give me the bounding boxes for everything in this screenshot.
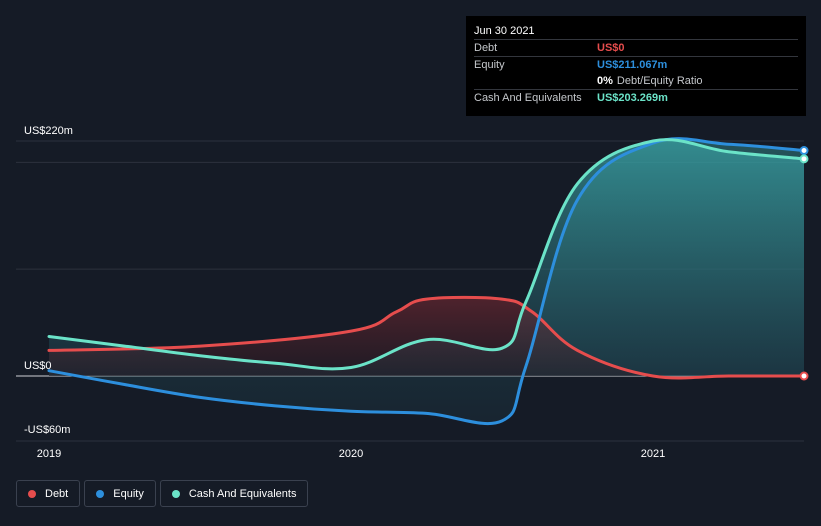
end-point-cash-and-equivalents	[799, 154, 809, 164]
area-fills	[49, 138, 804, 424]
tooltip-row-debt: Debt US$0	[474, 39, 798, 56]
series-line-equity	[47, 137, 806, 426]
y-tick-label: -US$60m	[24, 424, 70, 436]
end-point-debt	[799, 371, 809, 381]
tooltip-row-ratio: 0% Debt/Equity Ratio	[474, 73, 798, 89]
legend-item-equity[interactable]: Equity	[84, 480, 156, 507]
tooltip-row-cash: Cash And Equivalents US$203.269m	[474, 89, 798, 106]
tooltip-ratio-value: 0%	[597, 75, 613, 87]
x-tick-label: 2020	[339, 448, 363, 460]
y-tick-label: US$0	[24, 360, 52, 372]
chart-tooltip: Jun 30 2021 Debt US$0 Equity US$211.067m…	[466, 16, 806, 116]
x-tick-label: 2019	[37, 448, 61, 460]
legend-label-cash: Cash And Equivalents	[188, 487, 297, 500]
x-tick-label: 2021	[641, 448, 665, 460]
legend-dot-equity	[96, 489, 105, 498]
tooltip-ratio-label: Debt/Equity Ratio	[616, 75, 703, 87]
chart-legend: Debt Equity Cash And Equivalents	[16, 480, 309, 507]
area-equity	[49, 138, 804, 424]
tooltip-date: Jun 30 2021	[474, 25, 535, 37]
legend-item-debt[interactable]: Debt	[16, 480, 81, 507]
y-tick-label: US$220m	[24, 125, 73, 137]
legend-dot-cash	[171, 489, 180, 498]
tooltip-cash-label: Cash And Equivalents	[474, 92, 582, 104]
series-line-cash-and-equivalents	[47, 138, 806, 371]
tooltip-debt-label: Debt	[474, 42, 498, 54]
tooltip-equity-value: US$211.067m	[597, 59, 668, 71]
series-lines	[47, 137, 809, 426]
legend-dot-debt	[28, 489, 36, 498]
legend-item-cash[interactable]: Cash And Equivalents	[159, 480, 309, 507]
axis-labels: US$220m US$0 -US$60m 2019 2020 2021	[24, 125, 665, 460]
area-debt	[49, 297, 804, 379]
tooltip-equity-label: Equity	[474, 59, 505, 71]
legend-label-equity: Equity	[113, 487, 144, 500]
legend-label-debt: Debt	[45, 487, 69, 500]
tooltip-cash-value: US$203.269m	[597, 92, 668, 104]
tooltip-debt-value: US$0	[597, 42, 625, 54]
tooltip-row-equity: Equity US$211.067m	[474, 56, 798, 73]
end-point-equity	[799, 146, 809, 156]
series-line-debt	[47, 295, 806, 380]
